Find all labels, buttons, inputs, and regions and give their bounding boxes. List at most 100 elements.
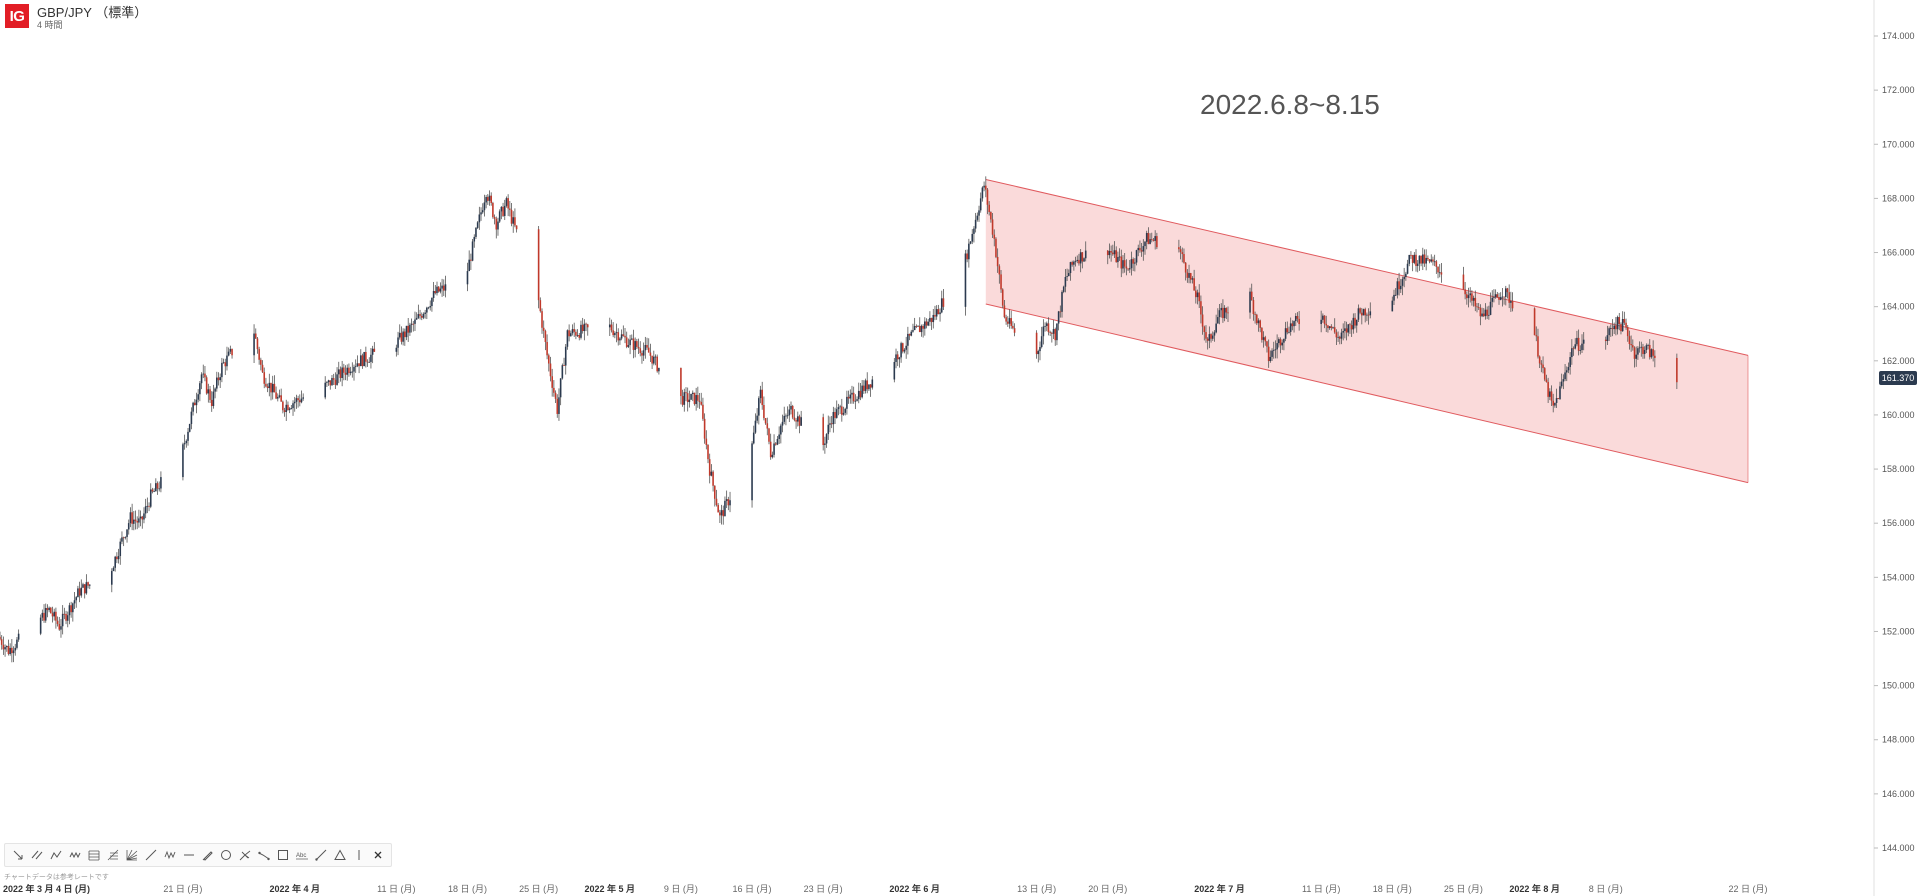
candle-body [976, 215, 979, 220]
candle-body [996, 256, 999, 267]
candle-body [1637, 348, 1639, 355]
horizontal-line-icon[interactable] [179, 845, 198, 865]
interval-label[interactable]: 4 時間 [37, 20, 63, 30]
rectangle-icon[interactable] [274, 845, 293, 865]
candle-body [1405, 273, 1407, 278]
candle-body [1499, 297, 1502, 300]
candle-body [292, 403, 294, 409]
candle-body [773, 443, 775, 455]
candle-body [136, 521, 138, 523]
candle-body [649, 352, 652, 356]
candle-body [1430, 259, 1433, 262]
vertical-line-icon[interactable] [349, 845, 368, 865]
candle-body [158, 488, 161, 490]
candle-body [1581, 343, 1583, 350]
candle-body [515, 225, 518, 230]
candle-body [1676, 357, 1678, 383]
polyline-icon[interactable] [47, 845, 66, 865]
candle-body [713, 485, 716, 499]
candle-body [1616, 317, 1619, 330]
candle-body [134, 519, 137, 522]
instrument-title[interactable]: GBP/JPY （標準） [37, 5, 148, 20]
candle-body [825, 434, 828, 444]
candle-body [1537, 336, 1539, 357]
candle-body [221, 362, 223, 378]
arrow-tool-icon[interactable] [9, 845, 28, 865]
candle-body [1477, 306, 1480, 308]
candle-body [17, 633, 20, 640]
candle-body [348, 367, 350, 374]
candle-body [712, 471, 714, 486]
candle-body [353, 366, 355, 372]
pitchfork-icon[interactable] [236, 845, 255, 865]
wave-icon[interactable] [160, 845, 179, 865]
candle-body [581, 324, 584, 332]
candle-body [1198, 292, 1201, 302]
candle-body [622, 334, 625, 336]
candle-body [155, 483, 157, 492]
candle-body [834, 412, 836, 418]
ray-icon[interactable] [312, 845, 331, 865]
ig-logo: IG [5, 4, 29, 28]
y-tick-label: 162.000 [1882, 356, 1915, 366]
candle-body [427, 307, 430, 309]
candle-body [193, 402, 196, 406]
candle-body [276, 396, 279, 399]
pencil-icon[interactable] [198, 845, 217, 865]
candle-body [363, 352, 365, 367]
fib-retracement-icon[interactable] [85, 845, 104, 865]
y-tick-label: 170.000 [1882, 139, 1915, 149]
candle-body [1347, 324, 1350, 333]
text-tool-icon[interactable]: Abc [293, 845, 312, 865]
candle-body [1613, 325, 1615, 330]
candle-body [68, 605, 71, 616]
candle-body [334, 379, 337, 385]
candle-body [549, 363, 552, 377]
trend-line-icon[interactable] [141, 845, 160, 865]
candle-body [658, 367, 660, 372]
candle-body [149, 489, 152, 507]
fib-extension-icon[interactable] [104, 845, 123, 865]
path-icon[interactable] [255, 845, 274, 865]
candle-body [1276, 343, 1278, 350]
candle-body [1049, 332, 1051, 333]
candle-body [763, 405, 765, 419]
triangle-icon[interactable] [330, 845, 349, 865]
zigzag-icon[interactable] [66, 845, 85, 865]
circle-icon[interactable] [217, 845, 236, 865]
candle-body [407, 325, 410, 333]
date-range-annotation[interactable]: 2022.6.8~8.15 [1200, 89, 1380, 120]
candle-body [371, 348, 374, 355]
candle-body [253, 333, 255, 356]
candle-body [564, 346, 567, 366]
candle-body [940, 298, 943, 313]
candle-body [1045, 323, 1048, 326]
candle-body [231, 348, 233, 356]
candle-body [1394, 294, 1397, 296]
candle-body [275, 392, 277, 399]
candle-body [222, 362, 225, 364]
candle-body [796, 416, 799, 422]
candle-body [476, 222, 479, 228]
descending-channel-fill[interactable] [985, 179, 1748, 483]
candle-body [1565, 370, 1568, 373]
candle-body [1059, 311, 1062, 313]
candle-body [1501, 296, 1504, 298]
candle-body [896, 354, 899, 360]
candle-body [466, 271, 469, 285]
channel-lower-line[interactable] [985, 303, 1749, 484]
candle-body [254, 333, 257, 339]
candle-body [480, 212, 482, 215]
candle-body [1255, 314, 1258, 324]
candle-body [1535, 335, 1538, 337]
candle-body [551, 376, 553, 388]
x-tick-label: 21 日 (月) [163, 884, 202, 894]
candle-body [124, 536, 127, 538]
candle-body [691, 392, 694, 394]
candle-body [719, 512, 721, 516]
fib-fan-icon[interactable] [122, 845, 141, 865]
candle-body [653, 356, 655, 364]
close-icon[interactable] [368, 845, 387, 865]
parallel-lines-icon[interactable] [28, 845, 47, 865]
